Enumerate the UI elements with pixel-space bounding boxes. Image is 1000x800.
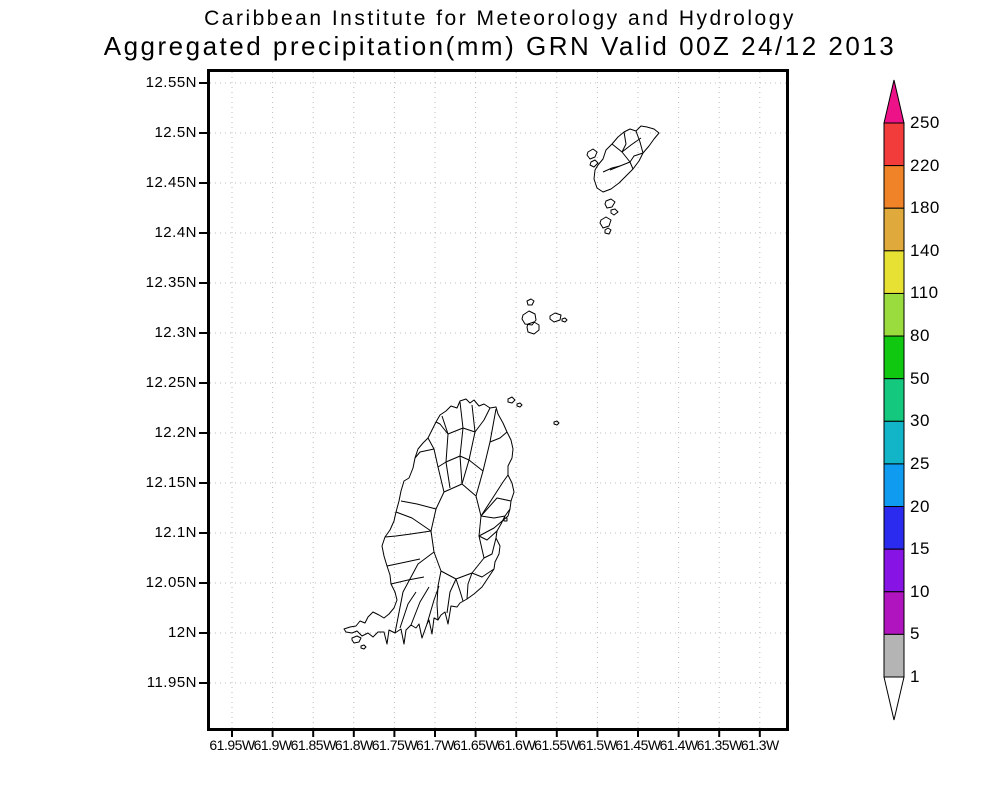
colorbar-label: 110 [910,283,939,303]
x-axis-label: 61.65W [452,737,499,753]
colorbar-bottom-arrow [883,676,905,721]
x-axis-label: 61.6W [497,737,536,753]
colorbar-label: 25 [910,453,930,473]
x-axis-label: 61.5W [578,737,617,753]
x-axis-label: 61.95W [209,737,255,753]
y-axis-label: 12.45N [145,174,197,191]
x-axis-label: 61.7W [416,737,454,753]
colorbar-segment [883,165,905,209]
colorbar-segment [883,335,905,380]
x-axis-label: 61.55W [534,737,580,753]
colorbar-segment [883,463,905,508]
lat-lon-gridlines [210,72,786,728]
y-axis-label: 12N [167,624,197,641]
institution-title: Caribbean Institute for Meteorology and … [204,7,796,30]
colorbar-label: 140 [910,240,940,260]
colorbar-segment [883,250,905,294]
colorbar-label: 5 [910,624,920,644]
colorbar-label: 250 [910,113,940,132]
x-axis-label: 61.75W [371,737,418,753]
y-axis-label: 12.1N [154,524,197,541]
colorbar-segment [883,122,905,167]
x-axis-label: 61.45W [615,737,661,753]
colorbar-label: 20 [910,496,930,516]
colorbar-top-arrow [883,79,905,124]
carriacou-island [593,125,660,193]
y-axis-label: 12.5N [154,124,197,141]
grenada-watershed-boundaries [384,401,512,634]
y-axis-label: 12.25N [145,374,197,391]
map-canvas [210,72,786,728]
colorbar-label: 220 [910,155,940,175]
colorbar-label: 10 [910,581,930,601]
colorbar-label: 80 [910,326,930,346]
colorbar-segment [883,207,905,252]
y-axis-label: 12.2N [154,424,197,441]
colorbar-segment [883,420,905,465]
plot-title: Aggregated precipitation(mm) GRN Valid 0… [103,31,897,61]
colorbar-label: 180 [910,198,940,218]
colorbar-segment [883,378,905,422]
x-axis-label: 61.3W [740,737,779,753]
x-axis-label: 61.35W [696,737,743,753]
colorbar-label: 50 [910,368,930,388]
offshore-islets [351,396,560,650]
colorbar-label: 1 [910,667,920,686]
y-axis-label: 12.3N [154,324,197,341]
y-axis-label: 11.95N [146,674,197,691]
colorbar-segment [883,548,905,593]
x-axis-label: 61.9W [253,737,292,753]
map-frame [207,69,789,731]
colorbar-segment [883,633,905,678]
y-axis-label: 12.55N [145,74,197,91]
y-axis-label: 12.4N [154,224,197,241]
grenada-coastline [343,398,515,645]
x-axis-label: 61.4W [659,737,698,753]
grenada-watershed-ring [430,483,485,580]
colorbar-segment [883,292,905,337]
colorbar-label: 15 [910,539,930,559]
y-axis-label: 12.35N [145,274,197,291]
colorbar-segment [883,506,905,550]
y-axis-label: 12.05N [145,574,197,591]
x-axis-label: 61.85W [290,737,337,753]
colorbar-label: 30 [910,411,930,431]
x-axis-label: 61.8W [334,737,373,753]
carriacou-islets [586,148,619,235]
colorbar-segment [883,591,905,635]
ronde-island-cluster [521,298,568,335]
y-axis-label: 12.15N [145,474,197,491]
